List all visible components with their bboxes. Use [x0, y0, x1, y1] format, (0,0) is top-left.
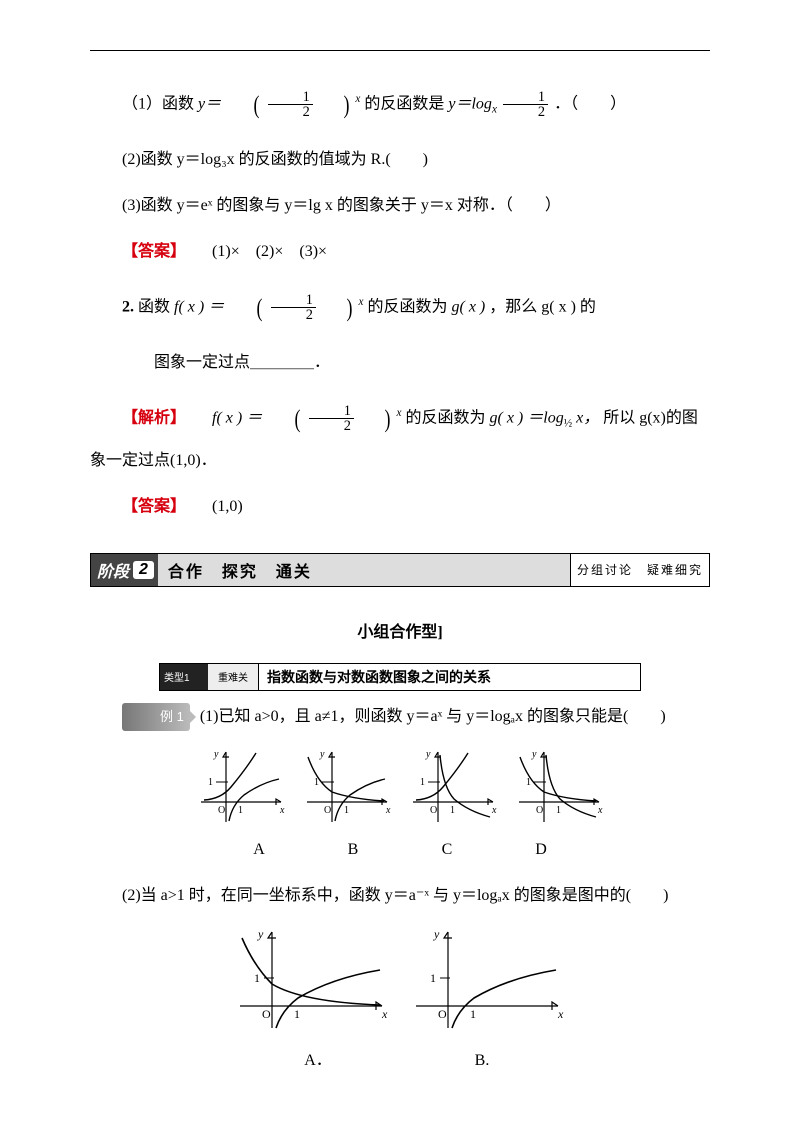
graph2-b: x y O 1 1 — [408, 926, 568, 1036]
svg-text:O: O — [324, 805, 331, 816]
stage-title: 合作 探究 通关 — [158, 554, 570, 586]
graph-c: x y O 1 1 — [408, 747, 498, 827]
svg-text:O: O — [438, 1007, 447, 1021]
problem-2: 2. 函数 f( x ) ＝ (12)x 的反函数为 g( x ) ，那么 g(… — [90, 282, 710, 333]
svg-text:1: 1 — [208, 777, 213, 788]
topic-left: 类型1 — [160, 664, 208, 690]
svg-text:1: 1 — [556, 805, 561, 816]
graph-row-1: x y O 1 1 x y O 1 1 — [90, 747, 710, 832]
p2-a: 函数 — [138, 298, 174, 315]
svg-text:x: x — [597, 805, 603, 816]
svg-text:O: O — [430, 805, 437, 816]
svg-text:x: x — [385, 805, 391, 816]
question-1: （1）函数 y＝ (12)x 的反函数是 y＝logx 12 ．（ ） — [90, 79, 710, 130]
stage-number: 2 — [133, 561, 154, 579]
p2-mid: 的反函数为 — [367, 298, 451, 315]
problem-2-line2: 图象一定过点＿＿＿＿． — [90, 347, 710, 379]
fraction-half: 12 — [266, 90, 315, 120]
topic-bar: 类型1 重难关 指数函数与对数函数图象之间的关系 — [159, 663, 641, 691]
p2-num: 2. — [122, 298, 134, 315]
question-2: (2)函数 y＝log₃x 的反函数的值域为 R.( ) — [90, 144, 710, 176]
svg-text:x: x — [279, 805, 285, 816]
svg-text:1: 1 — [294, 1007, 300, 1021]
graph-b: x y O 1 1 — [302, 747, 392, 827]
stage-left: 阶段 2 — [91, 554, 158, 586]
example-label: 例 1 — [122, 703, 190, 731]
svg-text:1: 1 — [470, 1007, 476, 1021]
graph-a: x y O 1 1 — [196, 747, 286, 827]
analysis: 【解析】 f( x ) ＝ (12)x 的反函数为 g( x ) ＝log½ x… — [90, 393, 710, 476]
svg-text:y: y — [319, 749, 325, 760]
svg-text:y: y — [531, 749, 537, 760]
answer2-label: 【答案】 — [122, 498, 186, 515]
example-1: 例 1 (1)已知 a>0，且 a≠1，则函数 y＝aˣ 与 y＝logₐx 的… — [90, 701, 710, 733]
graph2-labels: A． B. — [90, 1045, 710, 1077]
svg-text:y: y — [257, 927, 264, 941]
answer2-text: (1,0) — [212, 498, 243, 515]
topic-mid: 重难关 — [208, 664, 259, 690]
p2-f: f( x ) ＝ — [174, 298, 224, 315]
svg-text:y: y — [213, 749, 219, 760]
answer-text: (1)× (2)× (3)× — [212, 243, 327, 260]
svg-text:O: O — [218, 805, 225, 816]
svg-text:O: O — [536, 805, 543, 816]
paren-l: ( — [231, 79, 259, 130]
svg-text:1: 1 — [450, 805, 455, 816]
question-3: (3)函数 y＝eˣ 的图象与 y＝lg x 的图象关于 y＝x 对称．（ ） — [90, 190, 710, 222]
stage-right: 分组讨论 疑难细究 — [570, 554, 709, 586]
example-part2: (2)当 a>1 时，在同一坐标系中，函数 y＝a⁻ˣ 与 y＝logₐx 的图… — [90, 880, 710, 912]
graph-row-2: x y O 1 1 x y O 1 1 — [90, 926, 710, 1041]
paren-r: ) — [321, 79, 349, 130]
q1-tail: ．（ ） — [554, 95, 626, 112]
svg-text:x: x — [557, 1007, 564, 1021]
svg-text:1: 1 — [254, 971, 260, 985]
answer-1: 【答案】 (1)× (2)× (3)× — [90, 236, 710, 268]
svg-text:y: y — [425, 749, 431, 760]
answer-label: 【答案】 — [122, 243, 186, 260]
top-rule — [90, 50, 710, 51]
group-title: 小组合作型] — [90, 617, 710, 649]
svg-text:O: O — [262, 1007, 271, 1021]
topic-title: 指数函数与对数函数图象之间的关系 — [259, 664, 640, 690]
svg-text:1: 1 — [238, 805, 243, 816]
svg-text:x: x — [381, 1007, 388, 1021]
p2-g: g( x ) — [451, 298, 485, 315]
example-part1: (1)已知 a>0，且 a≠1，则函数 y＝aˣ 与 y＝logₐx 的图象只能… — [200, 708, 666, 725]
graph2-a: x y O 1 1 — [232, 926, 392, 1036]
graph1-labels: A B C D — [90, 834, 710, 866]
graph-d: x y O 1 1 — [514, 747, 604, 827]
svg-text:1: 1 — [420, 777, 425, 788]
answer-2: 【答案】 (1,0) — [90, 491, 710, 523]
q1-rhs: y＝log — [448, 95, 492, 112]
fraction-half-3: 12 — [269, 293, 318, 323]
p2-tail: ，那么 g( x ) 的 — [489, 298, 596, 315]
q1-exp: x — [355, 93, 360, 105]
analysis-label: 【解析】 — [122, 410, 186, 427]
svg-text:1: 1 — [344, 805, 349, 816]
q1-sub: x — [492, 103, 497, 115]
q1-prefix: （1）函数 — [122, 95, 198, 112]
stage-banner: 阶段 2 合作 探究 通关 分组讨论 疑难细究 — [90, 553, 710, 587]
svg-text:y: y — [433, 927, 440, 941]
q1-mid: 的反函数是 — [364, 95, 448, 112]
svg-text:x: x — [491, 805, 497, 816]
fraction-half-2: 12 — [501, 90, 550, 120]
svg-text:1: 1 — [430, 971, 436, 985]
q1-lhs: y＝ — [198, 95, 221, 112]
